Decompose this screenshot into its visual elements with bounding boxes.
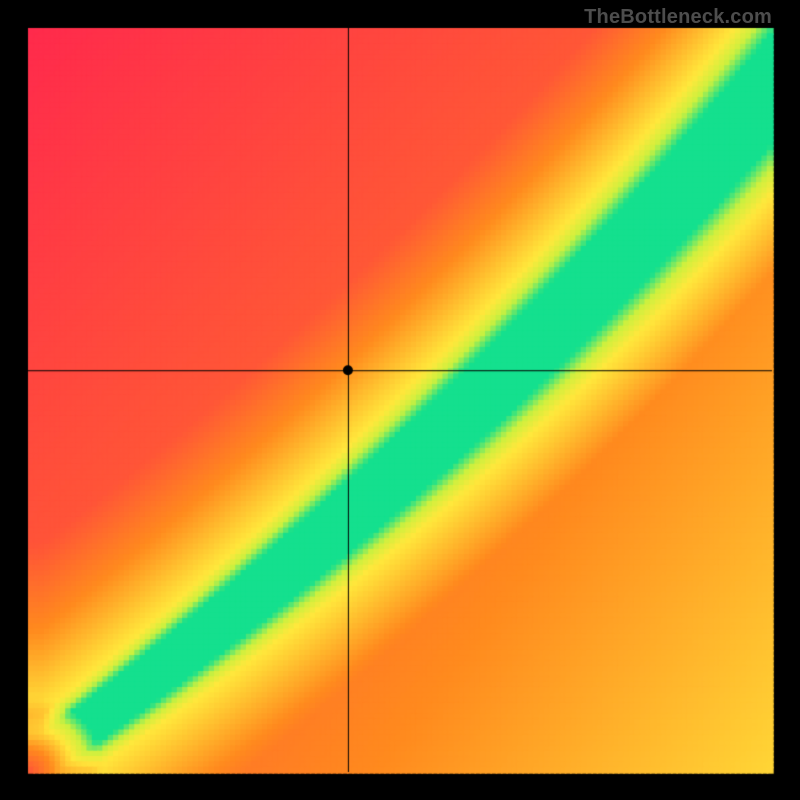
- bottleneck-heatmap: [0, 0, 800, 800]
- chart-container: { "watermark": { "text": "TheBottleneck.…: [0, 0, 800, 800]
- watermark-text: TheBottleneck.com: [584, 6, 772, 29]
